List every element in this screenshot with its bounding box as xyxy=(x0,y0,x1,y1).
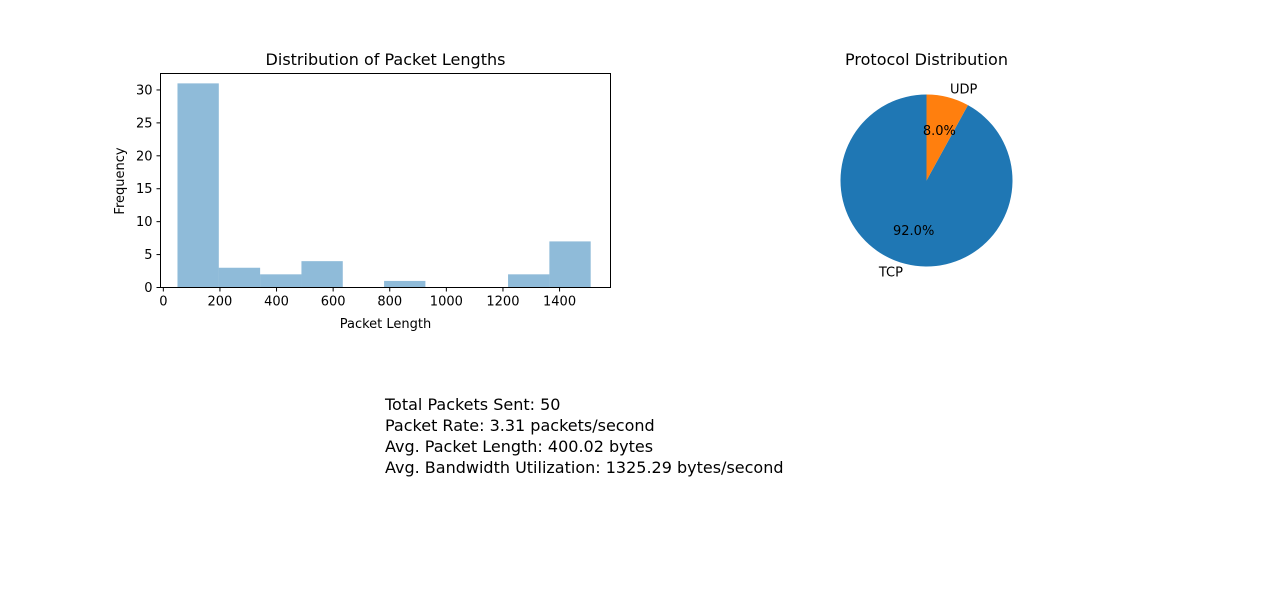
pie-title: Protocol Distribution xyxy=(845,50,1008,69)
y-axis-ticks: 0 5 10 15 20 25 30 xyxy=(136,83,161,296)
plot-frame xyxy=(160,73,611,288)
y-tick-label: 30 xyxy=(136,83,153,98)
x-axis-ticks: 0 200 400 600 800 1000 1200 1400 xyxy=(159,287,576,310)
x-tick-label: 400 xyxy=(264,295,289,310)
pie-slices xyxy=(840,94,1013,267)
y-tick-label: 15 xyxy=(136,182,153,197)
x-tick-label: 1200 xyxy=(486,295,519,310)
pie-labels: TCP 92.0% UDP 8.0% xyxy=(878,82,978,280)
y-tick-label: 20 xyxy=(136,149,153,164)
histogram-bars xyxy=(177,83,591,288)
pie-chart: Protocol Distribution TCP 92.0% UDP 8.0% xyxy=(840,50,1013,281)
total-packets-text: Total Packets Sent: 50 xyxy=(385,395,561,414)
histogram-bar xyxy=(177,83,219,288)
x-tick-label: 800 xyxy=(377,295,402,310)
histogram-bar xyxy=(549,241,591,288)
histogram-bar xyxy=(384,280,426,288)
y-axis-label: Frequency xyxy=(113,147,128,214)
pie-label-udp: UDP xyxy=(950,82,978,97)
pie-slice-udp xyxy=(926,94,968,181)
histogram-bar xyxy=(508,274,550,288)
statistics-summary: Total Packets Sent: 50 Packet Rate: 3.31… xyxy=(385,394,784,478)
y-tick-label: 25 xyxy=(136,116,153,131)
y-tick-label: 5 xyxy=(144,248,152,263)
x-axis-label: Packet Length xyxy=(340,317,432,332)
x-tick-label: 0 xyxy=(159,295,167,310)
histogram-bar xyxy=(301,261,343,288)
x-tick-label: 200 xyxy=(208,295,233,310)
pie-percent-tcp: 92.0% xyxy=(893,224,934,239)
packet-rate-text: Packet Rate: 3.31 packets/second xyxy=(385,416,655,435)
pie-slice-tcp xyxy=(840,94,1013,267)
x-tick-label: 1400 xyxy=(543,295,576,310)
histogram-bar xyxy=(218,267,261,288)
x-tick-label: 600 xyxy=(321,295,346,310)
histogram-title: Distribution of Packet Lengths xyxy=(266,50,506,69)
histogram-bar xyxy=(260,274,302,288)
pie-label-tcp: TCP xyxy=(878,266,903,281)
x-tick-label: 1000 xyxy=(430,295,463,310)
avg-bandwidth-text: Avg. Bandwidth Utilization: 1325.29 byte… xyxy=(385,458,784,477)
avg-packet-length-text: Avg. Packet Length: 400.02 bytes xyxy=(385,437,654,456)
pie-percent-udp: 8.0% xyxy=(923,124,956,139)
y-tick-label: 10 xyxy=(136,215,153,230)
histogram-chart: Distribution of Packet Lengths 0 200 400 60… xyxy=(113,50,611,332)
y-tick-label: 0 xyxy=(144,281,152,296)
